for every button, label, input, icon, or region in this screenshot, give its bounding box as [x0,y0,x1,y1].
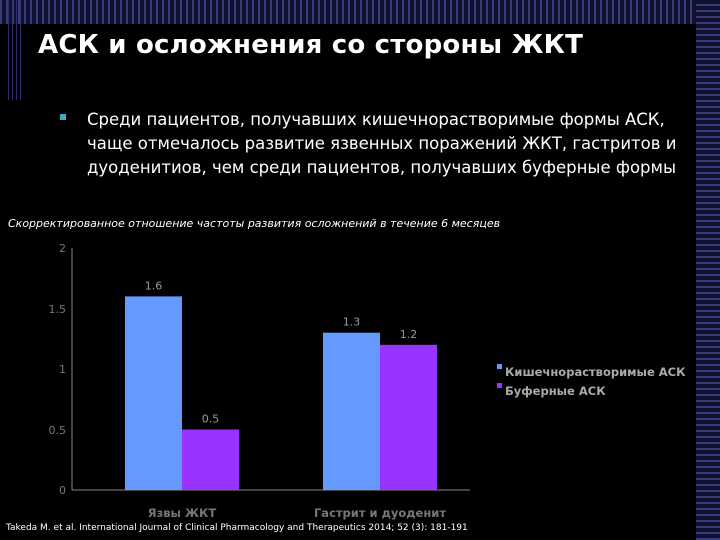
bullet-text: Среди пациентов, получавших кишечнораств… [87,110,677,177]
legend-swatch-buffered [497,383,502,388]
x-category-label: Язвы ЖКТ [148,506,217,520]
chart-title: Скорректированное отношение частоты разв… [8,217,501,230]
bar-value-label: 1.2 [400,328,418,341]
legend-label-buffered: Буферные АСК [505,384,606,398]
slide-title: АСК и осложнения со стороны ЖКТ [38,30,584,60]
bar-buffered-ulcers [182,429,239,490]
bar-value-label: 0.5 [202,413,220,426]
legend-label-enteric: Кишечнорастворимые АСК [505,365,686,379]
x-category-label: Гастрит и дуоденит [314,506,446,520]
bullet-marker [60,114,66,120]
decorative-right-border [696,0,720,540]
y-tick-label: 0 [59,484,66,497]
bar-enteric-gastritis [323,332,380,490]
y-tick-label: 2 [59,242,66,255]
decorative-left-stripes [8,0,22,100]
legend-swatch-enteric [497,364,502,369]
bar-value-label: 1.3 [343,316,361,329]
bar-value-label: 1.6 [145,279,163,292]
bar-enteric-ulcers [125,296,182,490]
decorative-top-border [0,0,720,24]
bar-buffered-gastritis [380,344,437,490]
y-tick-label: 0.5 [49,424,67,437]
y-tick-label: 1 [59,363,66,376]
source-citation: Takeda M. et al. International Journal o… [6,523,468,533]
y-tick-label: 1.5 [49,303,67,316]
